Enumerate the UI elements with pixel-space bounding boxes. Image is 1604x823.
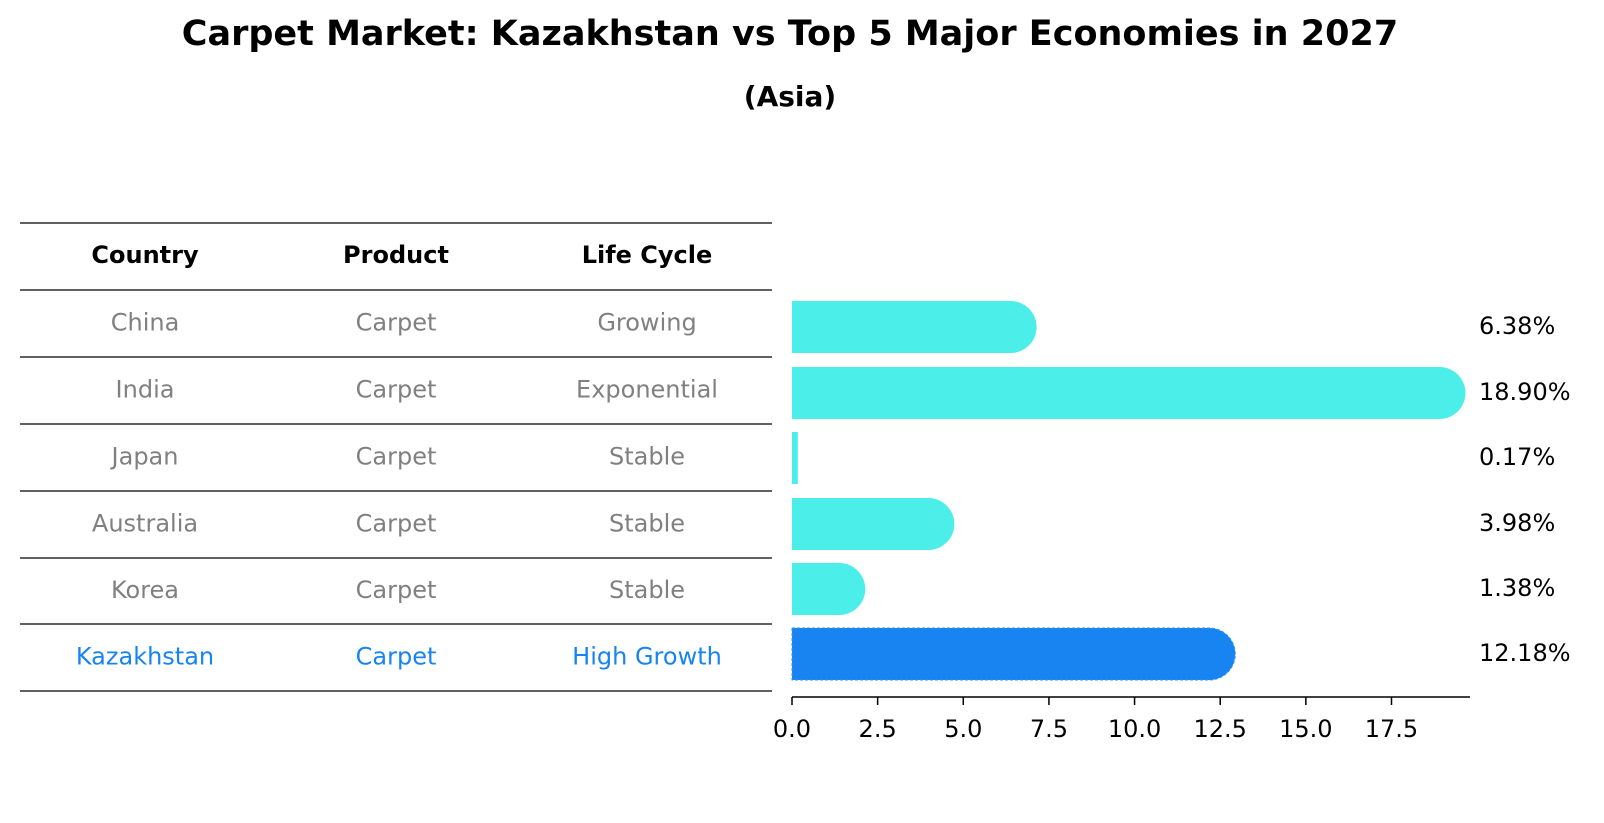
x-tick-label: 17.5 [1365, 715, 1418, 743]
bar-korea [792, 563, 866, 615]
table-cell: Carpet [356, 376, 437, 404]
table-cell: India [116, 376, 175, 404]
x-tick-label: 10.0 [1108, 715, 1161, 743]
table-cell: Carpet [356, 443, 437, 471]
x-tick-label: 0.0 [773, 715, 811, 743]
table-cell: Korea [111, 576, 179, 604]
table-header: Life Cycle [582, 241, 713, 269]
x-tick-label: 5.0 [944, 715, 982, 743]
table-cell: Australia [92, 510, 198, 538]
x-tick-label: 7.5 [1030, 715, 1068, 743]
table-cell: Carpet [356, 309, 437, 337]
table-cell: Stable [609, 510, 685, 538]
bar-china [792, 301, 1037, 353]
table-cell: High Growth [572, 643, 722, 671]
data-label: 12.18% [1479, 639, 1571, 667]
bar-kazakhstan [791, 627, 1236, 681]
table-cell: China [111, 309, 180, 337]
table-cell: Exponential [576, 376, 718, 404]
table-cell: Stable [609, 443, 685, 471]
data-label: 18.90% [1479, 378, 1571, 406]
table-cell: Carpet [356, 576, 437, 604]
x-tick-label: 12.5 [1193, 715, 1246, 743]
chart-subtitle: (Asia) [743, 80, 837, 113]
table-cell: Carpet [356, 510, 437, 538]
chart-title: Carpet Market: Kazakhstan vs Top 5 Major… [181, 14, 1399, 54]
data-label: 1.38% [1479, 574, 1555, 602]
bar-japan [792, 432, 798, 484]
x-tick-label: 15.0 [1279, 715, 1332, 743]
table-cell: Stable [609, 576, 685, 604]
table-cell: Growing [597, 309, 696, 337]
bar-india [792, 367, 1466, 419]
table-cell: Japan [110, 443, 179, 471]
data-label: 0.17% [1479, 443, 1555, 471]
table-cell: Carpet [356, 643, 437, 671]
table-header: Country [91, 241, 199, 269]
x-tick-label: 2.5 [859, 715, 897, 743]
table-cell: Kazakhstan [76, 643, 214, 671]
data-label: 6.38% [1479, 312, 1555, 340]
table-header: Product [343, 241, 449, 269]
data-label: 3.98% [1479, 509, 1555, 537]
bar-australia [792, 498, 955, 550]
